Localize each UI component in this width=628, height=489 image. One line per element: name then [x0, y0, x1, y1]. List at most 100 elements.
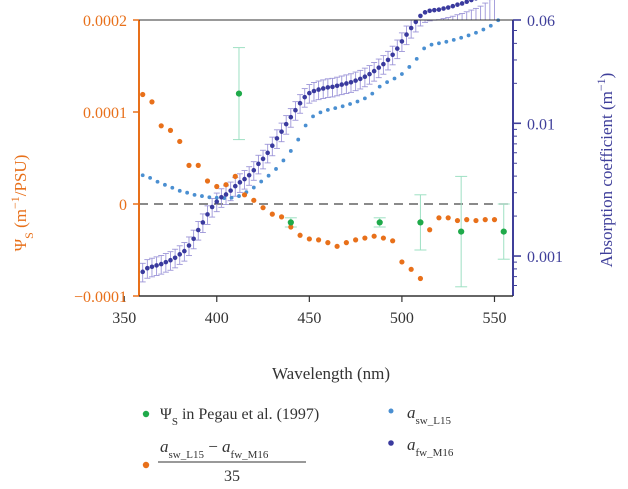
- y-left-tick-label: 0: [119, 197, 127, 214]
- asw-point: [444, 39, 449, 44]
- psi-point: [167, 127, 174, 133]
- asw-point: [370, 91, 375, 96]
- asw-point: [481, 27, 486, 32]
- afw-point: [168, 257, 173, 263]
- pegau-point: [417, 219, 424, 226]
- asw-point: [414, 56, 419, 61]
- asw-point: [362, 96, 367, 101]
- afw-point: [445, 5, 451, 10]
- psi-point: [195, 162, 201, 168]
- asw-point: [377, 84, 382, 89]
- legend-item-psi: asw_L15 − afw_M16 35: [142, 437, 306, 485]
- psi-point: [353, 237, 359, 243]
- psi-point: [427, 227, 433, 233]
- asw-point: [155, 179, 160, 184]
- x-tick-label: 400: [205, 310, 229, 327]
- psi-point: [343, 240, 349, 246]
- legend-label-psi-denominator: 35: [224, 468, 240, 485]
- y-right-tick-label: 0.06: [527, 13, 555, 30]
- afw-point: [307, 90, 312, 96]
- psi-point: [232, 173, 238, 179]
- afw-point: [186, 243, 192, 248]
- afw-point: [223, 192, 229, 197]
- asw-point: [400, 72, 404, 76]
- asw-point: [422, 46, 427, 51]
- afw-point: [357, 76, 363, 82]
- asw-point: [303, 123, 308, 128]
- asw-point: [355, 99, 360, 104]
- x-tick-label: 450: [297, 310, 321, 327]
- y-right-axis-label: Absorption coefficient (m−1): [594, 73, 616, 268]
- afw-point: [316, 87, 321, 92]
- asw-point: [207, 195, 212, 200]
- asw-point: [311, 114, 315, 119]
- afw-point: [237, 180, 243, 185]
- psi-point: [223, 182, 229, 188]
- afw-point: [274, 136, 280, 141]
- psi-point: [482, 217, 488, 223]
- psi-point: [269, 211, 275, 217]
- error-bars-layer: [139, 0, 510, 288]
- afw-point: [182, 248, 187, 254]
- y-left-tick-label: −0.0001: [74, 289, 127, 306]
- afw-point: [172, 255, 178, 261]
- asw-point: [392, 76, 397, 81]
- afw-point: [390, 52, 395, 58]
- afw-point: [348, 80, 354, 85]
- legend-marker-afw: [388, 440, 394, 446]
- afw-point: [334, 83, 340, 89]
- psi-point: [186, 162, 192, 168]
- afw-point: [441, 6, 446, 11]
- asw-point: [140, 173, 145, 178]
- asw-point: [429, 42, 434, 47]
- y-right-tick-label: 0.01: [527, 116, 555, 133]
- asw-point: [474, 30, 478, 35]
- afw-point: [195, 227, 201, 233]
- afw-point: [205, 212, 210, 217]
- asw-point: [407, 65, 412, 69]
- afw-point: [418, 13, 423, 19]
- afw-point: [311, 88, 317, 94]
- psi-point: [214, 183, 220, 190]
- psi-point: [278, 214, 285, 220]
- data-points-layer: [140, 0, 507, 282]
- afw-point: [413, 19, 419, 25]
- psi-point: [177, 138, 183, 145]
- legend-item-asw: asw_L15: [388, 403, 451, 427]
- afw-point: [270, 143, 275, 148]
- afw-point: [260, 156, 266, 162]
- afw-point: [459, 1, 465, 6]
- x-tick-label: 350: [112, 310, 136, 327]
- asw-point: [266, 173, 271, 178]
- afw-point: [288, 114, 294, 120]
- afw-point: [339, 82, 345, 87]
- afw-point: [242, 176, 247, 182]
- legend-marker-pegau: [142, 410, 150, 418]
- psi-point: [306, 236, 312, 242]
- asw-point: [281, 158, 286, 163]
- afw-point: [367, 71, 372, 77]
- legend-marker-psi: [142, 461, 150, 469]
- asw-point: [214, 195, 219, 200]
- afw-point: [149, 264, 155, 270]
- psi-point: [390, 238, 396, 244]
- asw-point: [348, 102, 352, 106]
- asw-point: [229, 195, 234, 200]
- afw-point: [455, 2, 460, 7]
- legend-label-pegau: ΨS in Pegau et al. (1997): [160, 406, 319, 428]
- afw-point: [399, 39, 405, 44]
- afw-point: [158, 261, 164, 267]
- psi-point: [149, 99, 155, 105]
- asw-point: [148, 175, 153, 180]
- afw-point: [283, 121, 289, 127]
- legend: ΨS in Pegau et al. (1997) asw_L15 asw_L1…: [142, 403, 454, 485]
- afw-point: [297, 100, 303, 106]
- asw-point: [385, 80, 389, 85]
- psi-point: [288, 224, 294, 230]
- psi-point: [158, 123, 164, 129]
- psi-point: [241, 192, 248, 198]
- afw-point: [353, 78, 358, 83]
- afw-point: [232, 183, 238, 189]
- asw-point: [274, 167, 278, 171]
